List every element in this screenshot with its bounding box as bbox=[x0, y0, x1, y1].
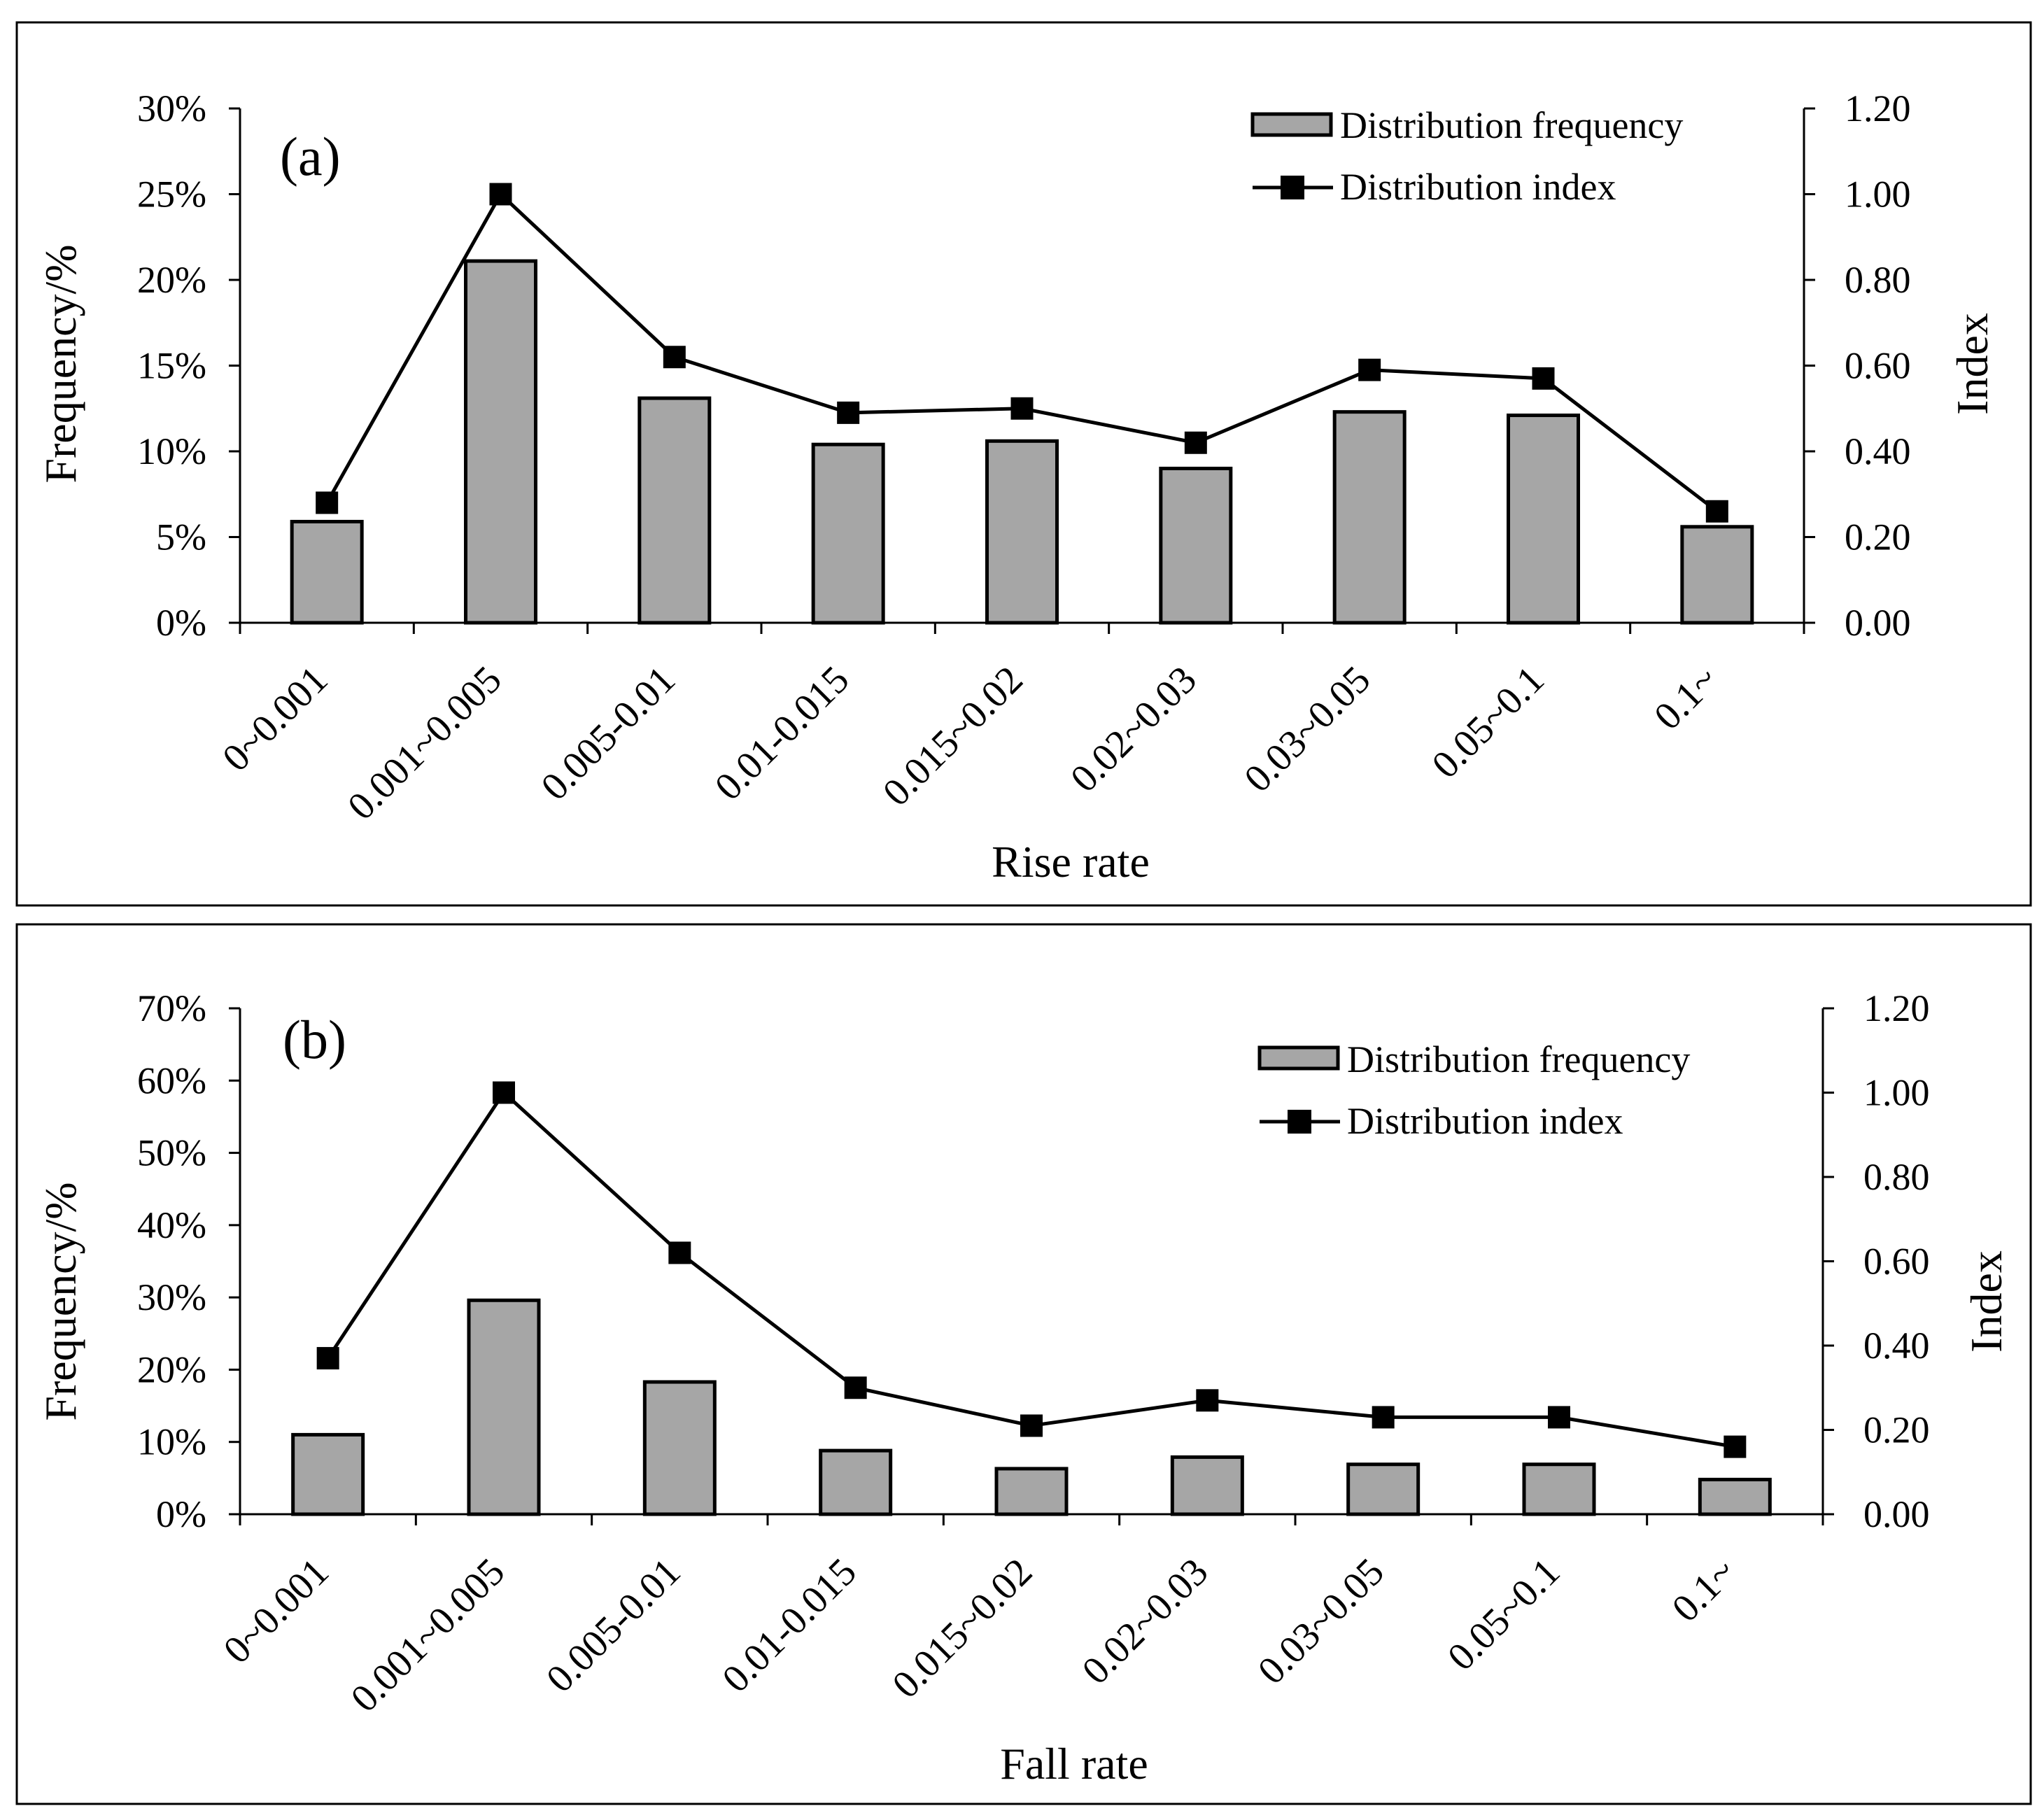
panel-a-ytick-label-4: 20% bbox=[137, 259, 206, 301]
panel-a-index-marker-4 bbox=[1010, 397, 1034, 420]
chart-panel-b: 0% 10% 20% 30% 40% 50% 60% 70% 0.00 0.20 0.40 0.60… bbox=[15, 923, 2032, 1805]
panel-b-bar-7 bbox=[1522, 1462, 1596, 1516]
panel-a-index-marker-1 bbox=[489, 183, 512, 206]
panel-b-y2ticks: 0.00 0.20 0.40 0.60 0.80 1.00 1.20 bbox=[1823, 987, 1930, 1535]
panel-a-ytick-label-6: 30% bbox=[137, 87, 206, 129]
panel-b-ytick-label-5: 50% bbox=[137, 1132, 206, 1174]
panel-b-ylabel: Frequency/% bbox=[36, 1182, 85, 1420]
panel-b-index-marker-7 bbox=[1548, 1406, 1570, 1429]
panel-b-index-marker-0 bbox=[316, 1347, 339, 1370]
panel-a-y2tick-label-3: 0.60 bbox=[1845, 345, 1911, 387]
panel-b-legend: Distribution frequency Distribution inde… bbox=[1257, 1038, 1690, 1142]
panel-a-ytick-label-5: 25% bbox=[137, 174, 206, 216]
panel-a-bars bbox=[290, 259, 1754, 625]
panel-a-bar-4 bbox=[985, 439, 1059, 625]
panel-a-ytick-label-0: 0% bbox=[156, 602, 206, 644]
panel-a-legend-line-marker bbox=[1281, 176, 1304, 199]
panel-b-legend-line-label: Distribution index bbox=[1347, 1100, 1623, 1142]
panel-b-legend-line-marker bbox=[1288, 1110, 1311, 1134]
panel-a-index-marker-2 bbox=[663, 346, 686, 369]
panel-b-ytick-label-1: 10% bbox=[137, 1421, 206, 1463]
panel-b-ytick-label-0: 0% bbox=[156, 1493, 206, 1535]
panel-b-y2tick-label-3: 0.60 bbox=[1863, 1241, 1930, 1283]
panel-b-legend-bar-swatch bbox=[1257, 1045, 1340, 1071]
panel-b-index-marker-3 bbox=[844, 1376, 867, 1399]
panel-a-y2tick-label-1: 0.20 bbox=[1845, 516, 1911, 558]
panel-b-legend-bar-label: Distribution frequency bbox=[1347, 1038, 1690, 1080]
panel-b-bar-3 bbox=[819, 1448, 893, 1516]
panel-b-y2tick-label-4: 0.80 bbox=[1863, 1156, 1930, 1198]
panel-b-index-marker-6 bbox=[1372, 1406, 1395, 1429]
panel-b-y2label: Index bbox=[1961, 1250, 2011, 1353]
panel-a-bar-3 bbox=[811, 442, 885, 625]
panel-b-ytick-label-3: 30% bbox=[137, 1276, 206, 1318]
panel-b-frame bbox=[15, 923, 2032, 1805]
panel-a-y2tick-label-4: 0.80 bbox=[1845, 259, 1911, 301]
panel-a-index-marker-5 bbox=[1184, 431, 1207, 454]
panel-a-label: (a) bbox=[280, 126, 341, 187]
panel-a-y2label: Index bbox=[1947, 313, 1997, 415]
panel-a-index-marker-0 bbox=[316, 491, 339, 514]
panel-a-y2tick-label-5: 1.00 bbox=[1845, 174, 1911, 216]
panel-b-ytick-label-4: 40% bbox=[137, 1204, 206, 1246]
chart-panel-a: 0% 5% 10% 15% 20% 25% 30% 0.00 0.20 0.40 0.60 0.80… bbox=[15, 21, 2032, 907]
panel-b-line bbox=[316, 1081, 1747, 1458]
panel-b-yticks: 0% 10% 20% 30% 40% 50% 60% 70% bbox=[137, 987, 240, 1535]
panel-a-index-marker-7 bbox=[1532, 367, 1555, 390]
panel-b-y2tick-label-5: 1.00 bbox=[1863, 1072, 1930, 1114]
panel-b-index-marker-1 bbox=[493, 1081, 515, 1104]
panel-a-ytick-label-3: 15% bbox=[137, 345, 206, 387]
panel-a-index-marker-6 bbox=[1358, 358, 1381, 381]
panel-b-index-marker-4 bbox=[1020, 1414, 1043, 1437]
panel-a-ylabel: Frequency/% bbox=[36, 244, 85, 483]
panel-b-bar-4 bbox=[994, 1467, 1069, 1516]
panel-b-bar-6 bbox=[1346, 1462, 1421, 1516]
panel-a-ytick-label-1: 5% bbox=[156, 516, 206, 558]
panel-a-legend: Distribution frequency Distribution inde… bbox=[1250, 104, 1683, 208]
panel-b-ytick-label-6: 60% bbox=[137, 1059, 206, 1101]
panel-a-bar-2 bbox=[637, 396, 712, 625]
panel-b-y2tick-label-1: 0.20 bbox=[1863, 1409, 1930, 1451]
panel-b-bar-8 bbox=[1698, 1477, 1772, 1516]
panel-a-y2ticks: 0.00 0.20 0.40 0.60 0.80 1.00 1.20 bbox=[1804, 87, 1911, 644]
panel-b-index-marker-8 bbox=[1724, 1435, 1747, 1458]
panel-a-ytick-label-2: 10% bbox=[137, 430, 206, 472]
panel-a-legend-bar-swatch bbox=[1250, 112, 1333, 137]
panel-a-yticks: 0% 5% 10% 15% 20% 25% 30% bbox=[137, 87, 240, 644]
panel-a-y2tick-label-2: 0.40 bbox=[1845, 430, 1911, 472]
panel-a-bar-0 bbox=[290, 519, 364, 625]
panel-a-bar-7 bbox=[1507, 414, 1580, 625]
panel-b-xlabel: Fall rate bbox=[1000, 1739, 1148, 1789]
panel-a-legend-bar-label: Distribution frequency bbox=[1340, 104, 1683, 146]
panel-b-bar-1 bbox=[467, 1298, 541, 1516]
panel-a-bar-1 bbox=[464, 259, 537, 625]
panel-a-bar-5 bbox=[1159, 467, 1233, 625]
panel-b-bar-0 bbox=[291, 1432, 365, 1516]
panel-a-y2tick-label-0: 0.00 bbox=[1845, 602, 1911, 644]
panel-b-label: (b) bbox=[283, 1009, 346, 1070]
panel-a-index-marker-8 bbox=[1705, 500, 1728, 523]
panel-b-y2tick-label-0: 0.00 bbox=[1863, 1493, 1930, 1535]
panel-a-bar-8 bbox=[1680, 525, 1754, 625]
panel-b-ytick-label-7: 70% bbox=[137, 987, 206, 1029]
panel-b-bar-5 bbox=[1170, 1455, 1244, 1516]
panel-a-y2tick-label-6: 1.20 bbox=[1845, 87, 1911, 129]
panel-a-line bbox=[316, 183, 1728, 523]
panel-b-index-marker-5 bbox=[1196, 1389, 1219, 1412]
panel-b-ytick-label-2: 20% bbox=[137, 1348, 206, 1390]
panel-b-bar-2 bbox=[642, 1380, 717, 1516]
panel-a-index-marker-3 bbox=[837, 401, 860, 424]
panel-b-y2tick-label-2: 0.40 bbox=[1863, 1325, 1930, 1367]
panel-b-index-marker-2 bbox=[668, 1241, 691, 1264]
panel-a-xlabel: Rise rate bbox=[992, 837, 1150, 887]
panel-b-y2tick-label-6: 1.20 bbox=[1863, 987, 1930, 1029]
panel-a-bar-6 bbox=[1332, 410, 1407, 625]
panel-a-legend-line-label: Distribution index bbox=[1340, 166, 1616, 208]
